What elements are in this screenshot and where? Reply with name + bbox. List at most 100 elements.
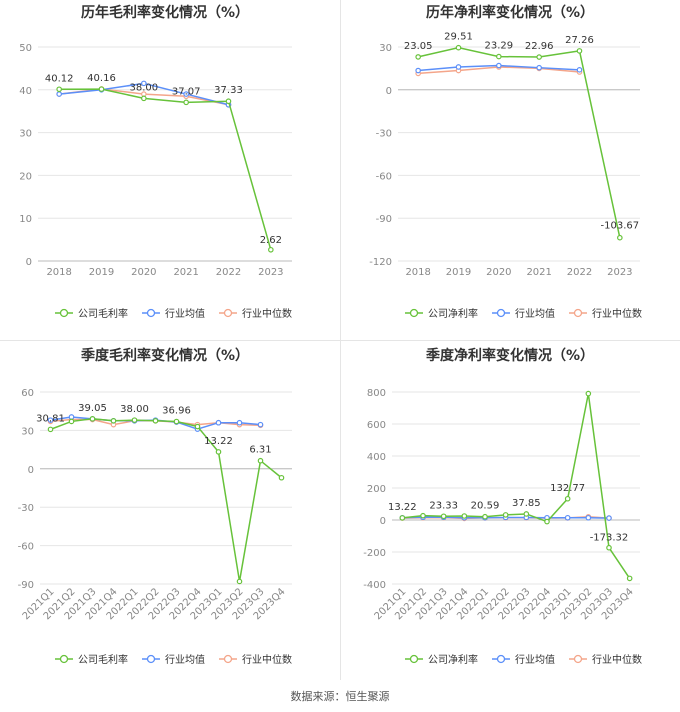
data-point bbox=[502, 512, 509, 518]
legend-label: 行业均值 bbox=[515, 653, 555, 666]
data-point bbox=[564, 495, 571, 502]
y-tick-label: -60 bbox=[376, 171, 392, 182]
y-tick-label: 20 bbox=[19, 171, 32, 182]
series-line bbox=[59, 88, 272, 250]
data-point bbox=[585, 514, 592, 521]
y-tick-label: 60 bbox=[21, 388, 34, 399]
legend-marker-icon bbox=[223, 308, 233, 318]
data-point bbox=[420, 512, 426, 519]
x-tick-label: 2018 bbox=[46, 267, 71, 278]
data-point bbox=[141, 80, 147, 87]
data-point bbox=[257, 421, 264, 428]
data-point bbox=[585, 390, 592, 397]
series-line bbox=[402, 393, 631, 579]
y-tick-label: 50 bbox=[19, 43, 32, 54]
data-point bbox=[268, 246, 274, 253]
data-point bbox=[536, 64, 542, 71]
data-label: 27.26 bbox=[565, 35, 594, 46]
data-point bbox=[152, 417, 159, 424]
x-tick-label: 2019 bbox=[446, 267, 471, 278]
chart-title: 历年毛利率变化情况（%） bbox=[81, 4, 249, 21]
data-point bbox=[606, 515, 612, 521]
data-point bbox=[455, 64, 462, 70]
y-tick-label: 400 bbox=[367, 452, 386, 463]
legend-label: 行业均值 bbox=[515, 307, 555, 320]
legend-label: 行业均值 bbox=[165, 653, 205, 666]
data-source-note: 数据来源：恒生聚源 bbox=[290, 690, 390, 703]
y-tick-label: -30 bbox=[376, 129, 392, 140]
data-point bbox=[496, 62, 502, 69]
data-label: 37.07 bbox=[172, 86, 201, 97]
data-point bbox=[461, 513, 468, 519]
data-point bbox=[194, 423, 201, 430]
x-tick-label: 2020 bbox=[486, 267, 511, 278]
data-point bbox=[455, 44, 462, 51]
data-point bbox=[225, 98, 232, 105]
chart-title: 季度净利率变化情况（%） bbox=[425, 347, 594, 364]
data-point bbox=[173, 418, 180, 425]
y-tick-label: -200 bbox=[363, 548, 386, 559]
data-point bbox=[236, 419, 243, 426]
legend-label: 行业均值 bbox=[165, 307, 205, 320]
data-point bbox=[576, 67, 583, 73]
data-point bbox=[496, 53, 502, 60]
y-tick-label: -90 bbox=[376, 214, 392, 225]
y-tick-label: -60 bbox=[18, 542, 34, 553]
data-label: 13.22 bbox=[388, 502, 417, 513]
legend-marker-icon bbox=[59, 654, 69, 664]
data-point bbox=[576, 48, 583, 54]
legend-marker-icon bbox=[496, 654, 506, 664]
data-label: 39.05 bbox=[78, 403, 107, 414]
data-point bbox=[399, 515, 406, 521]
data-point bbox=[68, 418, 75, 425]
data-label: 37.85 bbox=[512, 498, 541, 509]
chart-title: 季度毛利率变化情况（%） bbox=[80, 347, 249, 364]
y-tick-label: 0 bbox=[380, 516, 386, 527]
data-label: 36.96 bbox=[162, 405, 191, 416]
y-tick-label: 0 bbox=[28, 465, 34, 476]
y-tick-label: 0 bbox=[26, 257, 32, 268]
data-point bbox=[215, 419, 222, 426]
legend-label: 公司净利率 bbox=[428, 653, 478, 666]
data-label: 2.62 bbox=[260, 235, 282, 246]
data-point bbox=[415, 54, 421, 60]
data-point bbox=[183, 91, 189, 97]
data-point bbox=[482, 513, 488, 520]
x-tick-label: 2022 bbox=[216, 267, 241, 278]
data-label: 23.05 bbox=[404, 41, 433, 52]
data-point bbox=[47, 426, 54, 433]
legend-marker-icon bbox=[223, 654, 233, 664]
data-point bbox=[56, 91, 62, 97]
data-label: 20.59 bbox=[471, 501, 500, 512]
data-point bbox=[215, 449, 222, 455]
data-point bbox=[47, 417, 54, 423]
data-point bbox=[131, 417, 138, 423]
y-tick-label: 200 bbox=[367, 484, 386, 495]
data-point bbox=[98, 86, 105, 92]
horizontal-divider bbox=[0, 340, 680, 341]
x-tick-label: 2021 bbox=[526, 267, 551, 278]
legend-label: 公司毛利率 bbox=[78, 653, 128, 666]
legend-marker-icon bbox=[409, 654, 419, 664]
y-tick-label: 30 bbox=[21, 426, 34, 437]
y-tick-label: 600 bbox=[367, 420, 386, 431]
legend-label: 行业中位数 bbox=[592, 653, 642, 666]
data-point bbox=[68, 414, 75, 420]
chart-title: 历年净利率变化情况（%） bbox=[426, 4, 594, 21]
y-tick-label: -120 bbox=[369, 257, 392, 268]
data-point bbox=[141, 95, 147, 102]
data-point bbox=[626, 575, 633, 582]
data-point bbox=[236, 578, 243, 585]
data-label: -103.67 bbox=[601, 221, 640, 232]
x-tick-label: 2018 bbox=[405, 267, 430, 278]
data-label: 40.12 bbox=[45, 73, 74, 84]
legend-marker-icon bbox=[573, 308, 583, 318]
data-point bbox=[440, 513, 447, 520]
y-tick-label: 0 bbox=[386, 86, 392, 97]
data-point bbox=[617, 234, 623, 241]
legend-label: 行业中位数 bbox=[242, 653, 292, 666]
y-tick-label: 30 bbox=[19, 129, 32, 140]
data-point bbox=[606, 544, 612, 551]
